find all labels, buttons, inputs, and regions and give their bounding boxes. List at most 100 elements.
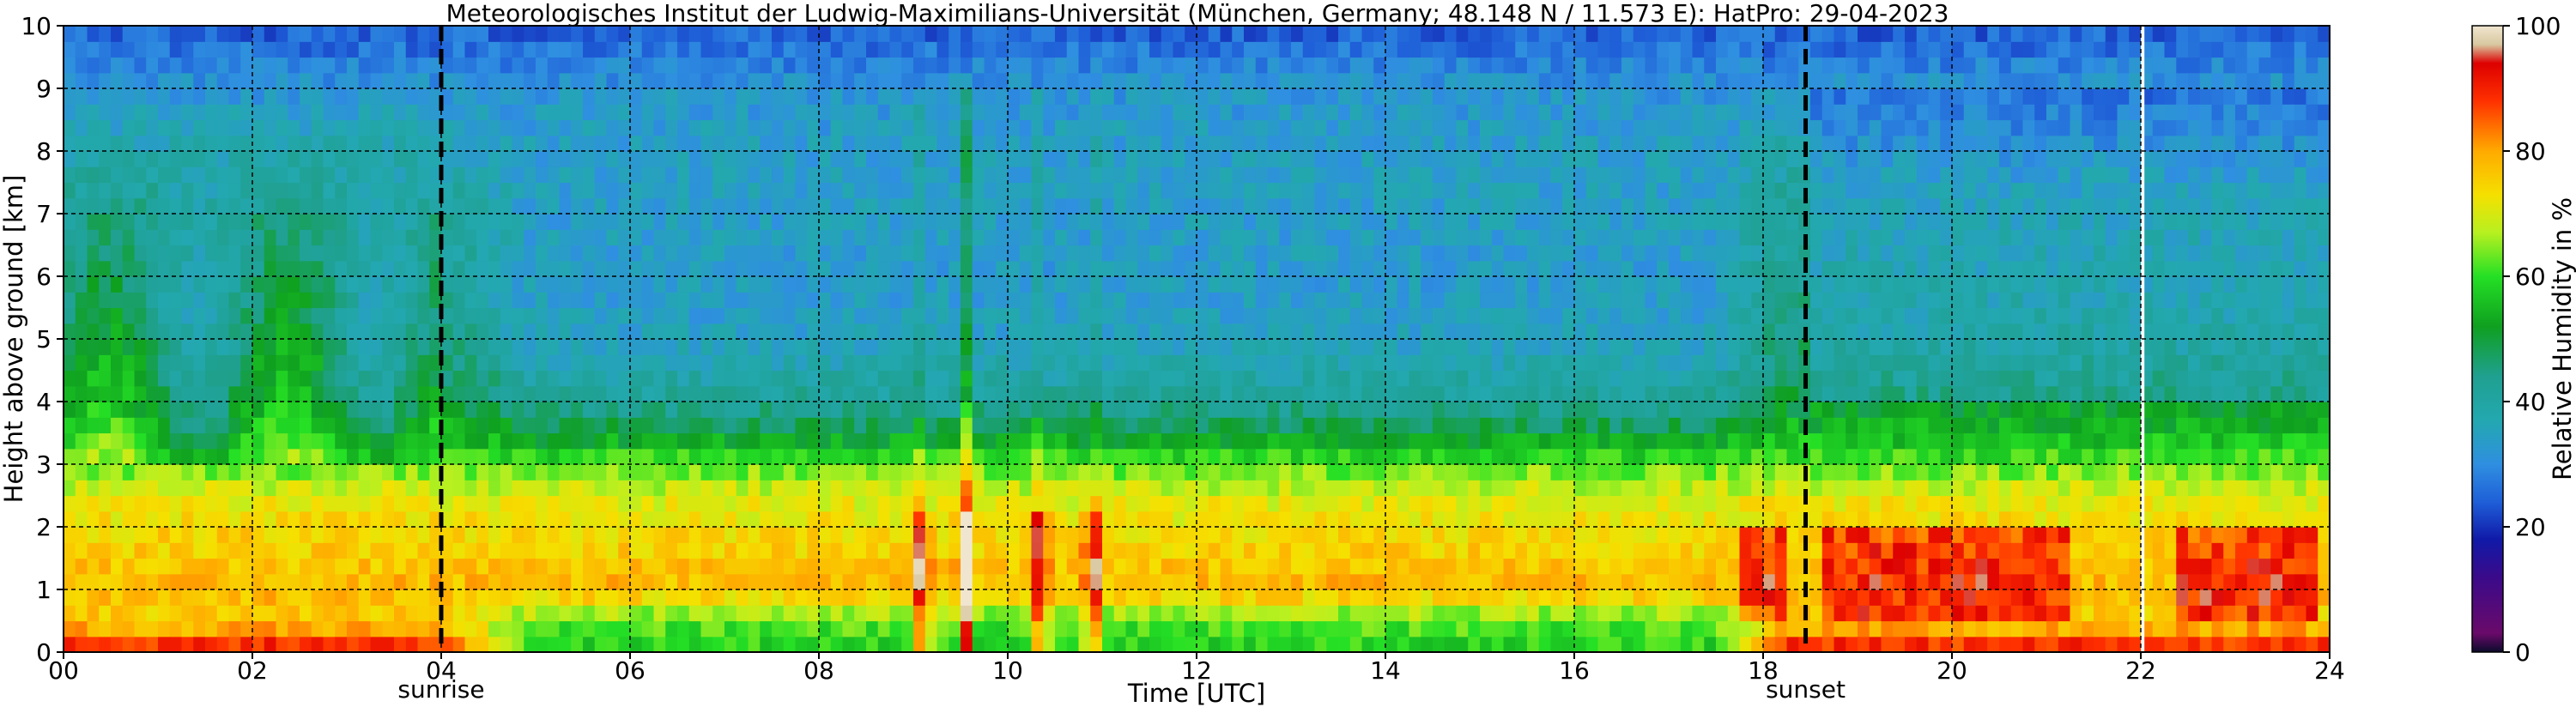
heatmap-cell (1338, 72, 1351, 89)
heatmap-cell (571, 589, 584, 606)
heatmap-cell (1055, 72, 1068, 89)
heatmap-cell (819, 589, 832, 606)
heatmap-cell (1338, 323, 1351, 340)
heatmap-cell (417, 245, 430, 262)
heatmap-cell (1173, 119, 1185, 136)
heatmap-cell (1066, 276, 1080, 293)
heatmap-cell (417, 26, 430, 42)
heatmap-cell (665, 72, 678, 89)
heatmap-cell (1326, 573, 1339, 590)
heatmap-cell (1173, 276, 1185, 293)
heatmap-cell (1373, 276, 1386, 293)
heatmap-cell (228, 620, 241, 638)
heatmap-cell (877, 26, 891, 42)
heatmap-cell (760, 292, 773, 309)
heatmap-cell (901, 88, 914, 105)
heatmap-cell (524, 151, 536, 167)
heatmap-cell (122, 104, 136, 121)
heatmap-cell (464, 589, 477, 606)
heatmap-cell (795, 182, 808, 199)
heatmap-cell (500, 636, 513, 653)
heatmap-cell (1338, 26, 1351, 42)
heatmap-cell (712, 260, 725, 277)
heatmap-cell (594, 620, 608, 638)
heatmap-cell (877, 605, 891, 622)
heatmap-cell (688, 402, 702, 418)
heatmap-cell (1161, 26, 1174, 42)
heatmap-cell (1302, 276, 1316, 293)
heatmap-cell (335, 495, 348, 512)
heatmap-cell (760, 589, 773, 606)
heatmap-cell (807, 417, 820, 434)
heatmap-cell (1373, 182, 1386, 199)
heatmap-cell (1421, 370, 1433, 387)
heatmap-cell (1385, 417, 1398, 434)
heatmap-cell (984, 339, 997, 355)
heatmap-cell (452, 119, 466, 136)
heatmap-cell (1349, 448, 1363, 465)
heatmap-cell (240, 276, 253, 293)
heatmap-cell (1185, 26, 1197, 42)
heatmap-cell (1267, 88, 1280, 105)
heatmap-cell (1197, 542, 1209, 559)
heatmap-cell (1113, 135, 1127, 152)
heatmap-cell (1137, 245, 1150, 262)
heatmap-cell (653, 182, 666, 199)
heatmap-cell (134, 57, 147, 74)
heatmap-cell (949, 307, 961, 324)
heatmap-cell (1302, 605, 1316, 622)
heatmap-cell (441, 527, 454, 543)
heatmap-cell (311, 182, 324, 199)
heatmap-cell (1433, 229, 1446, 246)
heatmap-cell (830, 417, 844, 434)
heatmap-cell (1349, 135, 1363, 152)
heatmap-cell (134, 339, 147, 355)
heatmap-cell (1161, 72, 1174, 89)
heatmap-cell (949, 166, 961, 184)
heatmap-cell (961, 276, 973, 293)
heatmap-cell (193, 307, 206, 324)
heatmap-cell (111, 119, 124, 136)
heatmap-cell (1338, 558, 1351, 575)
heatmap-cell (889, 636, 902, 653)
heatmap-cell (111, 589, 124, 606)
heatmap-cell (264, 573, 277, 590)
heatmap-cell (901, 527, 914, 543)
heatmap-cell (877, 542, 891, 559)
heatmap-cell (594, 72, 608, 89)
heatmap-cell (288, 229, 300, 246)
heatmap-cell (264, 323, 277, 340)
heatmap-cell (1220, 276, 1233, 293)
heatmap-cell (1220, 620, 1233, 638)
heatmap-cell (877, 276, 891, 293)
heatmap-cell (807, 589, 820, 606)
heatmap-cell (866, 605, 879, 622)
heatmap-cell (1173, 464, 1185, 480)
heatmap-cell (1137, 57, 1150, 74)
heatmap-cell (1421, 151, 1433, 167)
heatmap-cell (1468, 119, 1481, 136)
heatmap-cell (630, 620, 643, 638)
heatmap-cell (417, 402, 430, 418)
heatmap-cell (830, 527, 844, 543)
heatmap-cell (122, 245, 136, 262)
heatmap-cell (476, 57, 489, 74)
heatmap-cell (205, 589, 218, 606)
heatmap-cell (240, 182, 253, 199)
heatmap-cell (1208, 119, 1221, 136)
heatmap-cell (1008, 339, 1021, 355)
heatmap-cell (1409, 72, 1421, 89)
heatmap-cell (594, 276, 608, 293)
heatmap-cell (512, 605, 524, 622)
heatmap-cell (464, 620, 477, 638)
heatmap-cell (429, 385, 442, 402)
heatmap-cell (641, 464, 655, 480)
heatmap-cell (936, 339, 949, 355)
heatmap-cell (700, 417, 713, 434)
heatmap-cell (75, 370, 88, 387)
heatmap-cell (1220, 511, 1233, 528)
heatmap-cell (1361, 41, 1374, 58)
heatmap-cell (972, 41, 985, 58)
heatmap-cell (1491, 245, 1505, 262)
heatmap-cell (335, 542, 348, 559)
